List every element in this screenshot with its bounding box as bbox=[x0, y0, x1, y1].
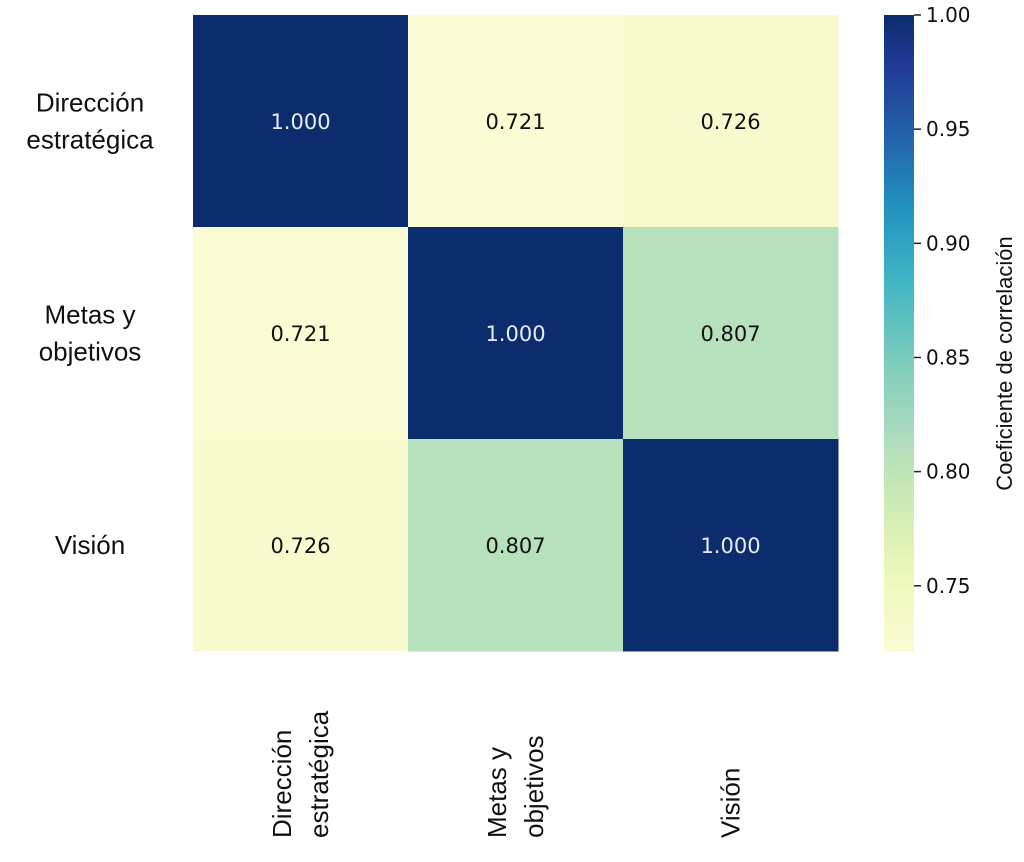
column-label-2: Visión bbox=[716, 768, 746, 838]
row-label-0-line-1: estratégica bbox=[26, 125, 154, 155]
colorbar-tick-label-1: 0.95 bbox=[926, 117, 971, 141]
heatmap-cell-r2-c2 bbox=[623, 439, 839, 652]
column-labels: Dirección estratégica Metas y objetivos Visi… bbox=[267, 710, 746, 838]
heatmap-cell-r1-c1 bbox=[408, 227, 624, 440]
cell-value-label-r0-c0: 1.000 bbox=[270, 110, 330, 134]
row-labels: Dirección estratégica Metas y objetivos Visi… bbox=[26, 88, 154, 561]
heatmap-cell-r1-c0 bbox=[193, 227, 409, 440]
row-label-2: Visión bbox=[55, 530, 125, 560]
heatmap-cell-labels: 1.000 0.721 0.726 0.721 1.000 0.807 0.726 0.807… bbox=[270, 110, 760, 558]
cell-value-label-r1-c2: 0.807 bbox=[700, 322, 760, 346]
colorbar-tick-label-2: 0.90 bbox=[926, 231, 971, 255]
column-label-1: Metas y objetivos bbox=[482, 735, 549, 838]
cell-value-label-r0-c1: 0.721 bbox=[485, 110, 545, 134]
column-label-0-line-1: estratégica bbox=[304, 710, 334, 838]
column-label-1-line-0: Metas y bbox=[482, 747, 512, 838]
colorbar-gradient bbox=[884, 15, 914, 652]
cell-value-label-r2-c2: 1.000 bbox=[700, 534, 760, 558]
cell-value-label-r1-c1: 1.000 bbox=[485, 322, 545, 346]
column-label-1-line-1: objetivos bbox=[519, 735, 549, 838]
colorbar-tick-label-5: 0.75 bbox=[926, 574, 971, 598]
cell-value-label-r1-c0: 0.721 bbox=[270, 322, 330, 346]
row-label-0-line-0: Dirección bbox=[36, 88, 144, 118]
cell-value-label-r0-c2: 0.726 bbox=[700, 110, 760, 134]
heatmap-cell-r2-c0 bbox=[193, 439, 409, 652]
heatmap-cell-r0-c0 bbox=[193, 15, 409, 228]
colorbar: 1.00 0.95 0.90 0.85 0.80 0.75 Coeficiente de c… bbox=[884, 3, 1017, 652]
heatmap-cell-r0-c2 bbox=[623, 15, 839, 228]
row-label-0: Dirección estratégica bbox=[26, 88, 154, 155]
heatmap-cell-r2-c1 bbox=[408, 439, 624, 652]
column-label-2-line-0: Visión bbox=[716, 768, 746, 838]
column-label-0-line-0: Dirección bbox=[267, 730, 297, 838]
colorbar-title: Coeficiente de correlación bbox=[992, 236, 1017, 490]
heatmap-cells bbox=[193, 15, 839, 652]
colorbar-tick-label-4: 0.80 bbox=[926, 460, 971, 484]
colorbar-tick-label-0: 1.00 bbox=[926, 3, 971, 27]
row-label-1: Metas y objetivos bbox=[39, 300, 142, 367]
colorbar-tick-label-3: 0.85 bbox=[926, 345, 971, 369]
heatmap-cell-r0-c1 bbox=[408, 15, 624, 228]
row-label-1-line-1: objetivos bbox=[39, 337, 142, 367]
heatmap-cell-r1-c2 bbox=[623, 227, 839, 440]
column-label-0: Dirección estratégica bbox=[267, 710, 334, 838]
cell-value-label-r2-c1: 0.807 bbox=[485, 534, 545, 558]
cell-value-label-r2-c0: 0.726 bbox=[270, 534, 330, 558]
row-label-2-line-0: Visión bbox=[55, 530, 125, 560]
row-label-1-line-0: Metas y bbox=[44, 300, 135, 330]
